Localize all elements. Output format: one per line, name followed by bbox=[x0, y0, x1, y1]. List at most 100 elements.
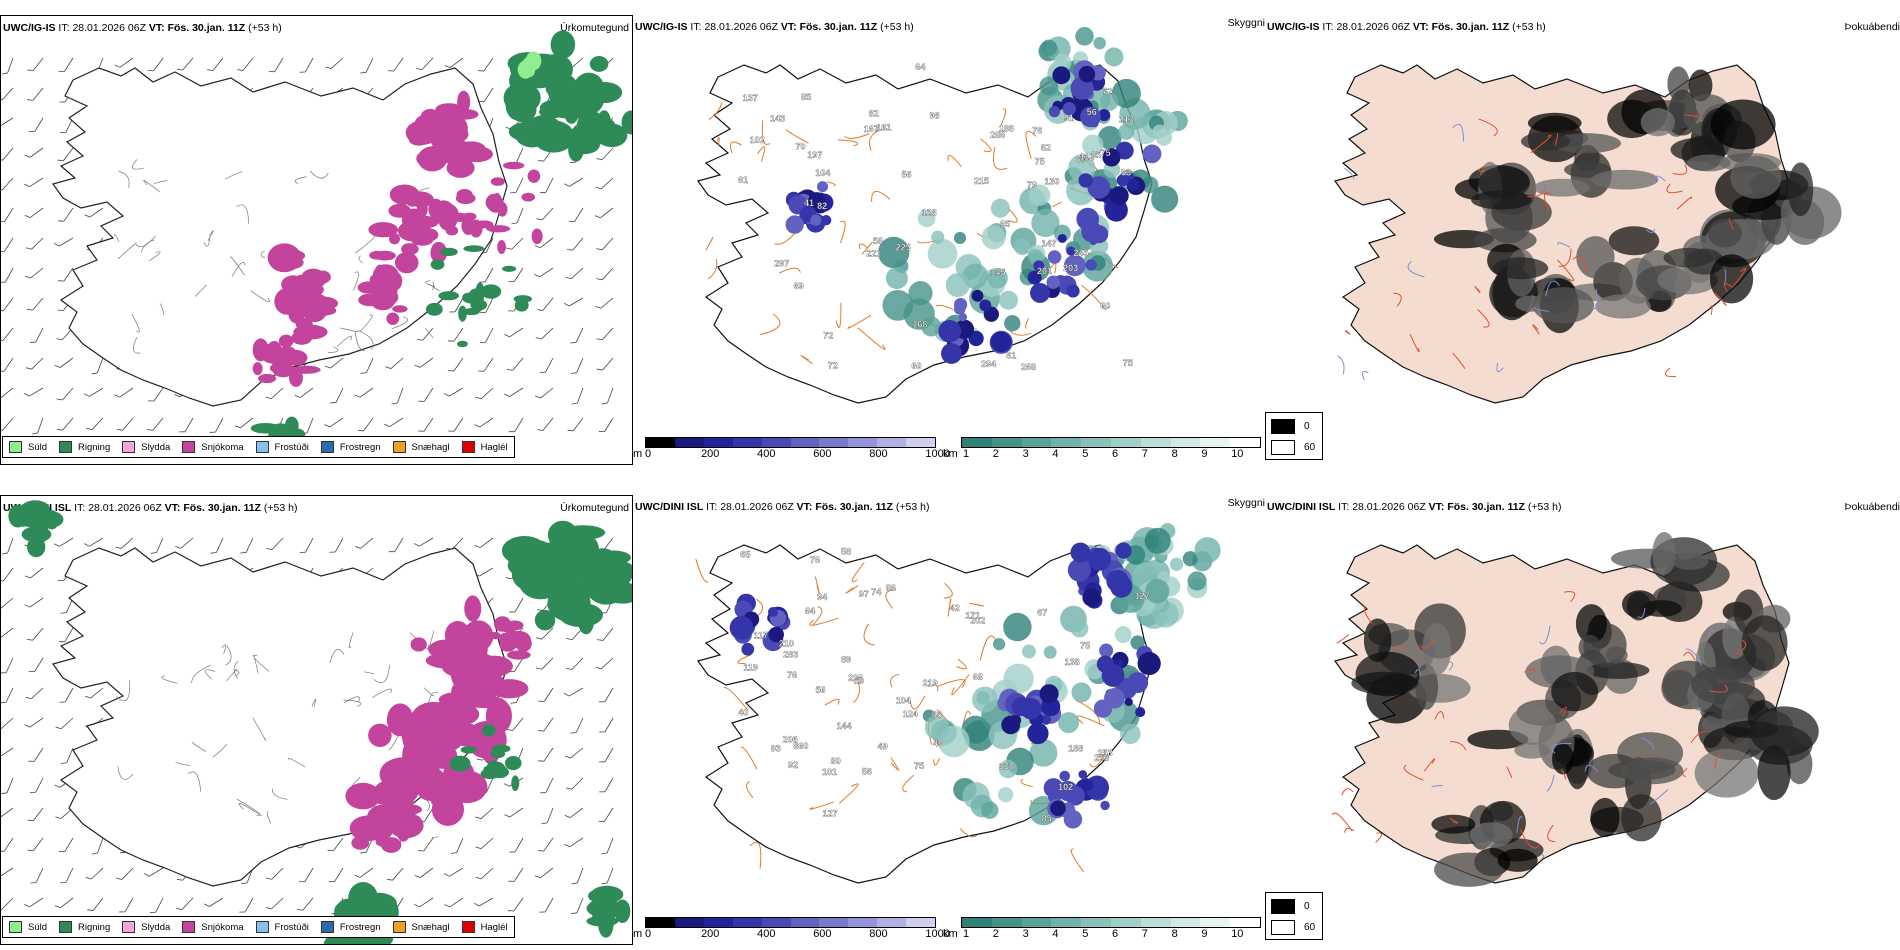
wind-barb bbox=[596, 327, 614, 341]
road-line bbox=[1666, 183, 1683, 194]
colorbar-tick-label: 400 bbox=[757, 448, 776, 460]
wind-barb bbox=[1, 237, 14, 252]
precip-cell bbox=[480, 768, 500, 780]
visibility-value-label: 253 bbox=[1098, 748, 1113, 758]
wind-barb bbox=[596, 267, 614, 281]
road-line bbox=[1728, 217, 1734, 230]
wind-barb bbox=[25, 237, 44, 250]
road-line bbox=[230, 256, 245, 276]
road-line bbox=[847, 314, 872, 329]
wind-barb bbox=[237, 57, 254, 71]
visibility-cell bbox=[924, 715, 950, 740]
wind-barb bbox=[505, 237, 524, 250]
precip-cell bbox=[481, 724, 496, 737]
legend-item: Haglél bbox=[461, 921, 508, 933]
wind-barb bbox=[30, 867, 44, 884]
low-visibility-cell bbox=[1127, 672, 1149, 694]
wind-barb bbox=[571, 897, 584, 915]
wind-barb bbox=[450, 837, 464, 854]
precip-cell bbox=[462, 620, 494, 652]
precip-cell bbox=[497, 239, 506, 255]
wind-barb bbox=[599, 717, 614, 733]
fog-cell bbox=[1691, 665, 1755, 705]
low-visibility-cell bbox=[1087, 176, 1111, 199]
precip-cell bbox=[507, 631, 531, 649]
visibility-cell bbox=[1104, 47, 1124, 67]
panel-title: UWC/DINI ISL IT: 28.01.2026 06Z VT: Fös.… bbox=[1267, 501, 1562, 513]
wind-barb bbox=[179, 417, 194, 433]
visibility-value-label: 75 bbox=[1101, 148, 1111, 158]
road-line bbox=[1683, 651, 1696, 661]
low-visibility-cell bbox=[768, 626, 784, 643]
wind-barb bbox=[329, 537, 344, 553]
precip-cell bbox=[410, 637, 427, 652]
wind-barb bbox=[24, 897, 44, 908]
precip-cell bbox=[456, 340, 468, 348]
precip-cell bbox=[452, 212, 468, 222]
low-visibility-cell bbox=[1115, 542, 1132, 559]
visibility-value-label: 85 bbox=[801, 92, 811, 102]
wind-barb bbox=[1, 117, 14, 127]
precip-cell bbox=[369, 250, 385, 260]
road-line bbox=[937, 679, 966, 689]
visibility-value-label: 56 bbox=[901, 169, 911, 179]
colorbar-segment bbox=[790, 438, 820, 447]
low-visibility-cell bbox=[1106, 569, 1129, 593]
wind-barb bbox=[299, 57, 314, 73]
visibility-value-label: 171 bbox=[965, 610, 980, 620]
wind-barb bbox=[119, 897, 134, 913]
wind-barb bbox=[537, 717, 554, 732]
road-line bbox=[1664, 367, 1677, 378]
visibility-cell bbox=[1003, 612, 1032, 642]
road-line bbox=[1646, 228, 1655, 234]
precip-cell bbox=[464, 595, 482, 622]
road-line bbox=[1539, 625, 1551, 645]
wind-barb bbox=[1, 207, 14, 223]
road-line bbox=[357, 330, 374, 350]
visibility-cell bbox=[931, 230, 945, 244]
precip-cell bbox=[8, 504, 28, 528]
panel-name: Þokuábendi bbox=[1844, 21, 1900, 33]
road-line bbox=[1000, 108, 1007, 126]
road-line bbox=[962, 710, 972, 725]
road-line bbox=[1563, 591, 1576, 603]
low-visibility-cell bbox=[1116, 174, 1129, 187]
wind-barb bbox=[1, 747, 14, 758]
road-line bbox=[118, 171, 130, 188]
road-line bbox=[761, 120, 771, 145]
road-line bbox=[1331, 812, 1353, 832]
fog-cell bbox=[1667, 66, 1690, 101]
wind-barb bbox=[417, 837, 434, 852]
colorbar-segment bbox=[1021, 438, 1052, 447]
visibility-value-label: 76 bbox=[787, 670, 797, 680]
visibility-cell bbox=[1022, 644, 1036, 659]
road-line bbox=[708, 102, 723, 121]
low-visibility-cell bbox=[1099, 643, 1114, 658]
wind-barb bbox=[53, 237, 74, 247]
colorbar-unit: m bbox=[633, 448, 643, 460]
precip-cell bbox=[435, 103, 463, 116]
road-line bbox=[1690, 730, 1708, 743]
precip-cell bbox=[274, 352, 290, 366]
visibility-cell bbox=[1111, 78, 1141, 108]
road-line bbox=[1732, 267, 1747, 287]
road-line bbox=[288, 757, 306, 768]
wind-barb bbox=[84, 687, 104, 699]
low-visibility-cell bbox=[944, 322, 962, 340]
legend-swatch bbox=[392, 441, 406, 453]
fog-cell bbox=[1709, 254, 1754, 304]
fog-cell bbox=[1422, 623, 1452, 675]
visibility-value-label: 67 bbox=[1076, 155, 1086, 165]
colorbar-segment bbox=[703, 438, 733, 447]
wind-barb bbox=[54, 897, 74, 909]
wind-barb bbox=[534, 267, 554, 278]
road-line bbox=[800, 355, 813, 365]
fog-cell bbox=[1787, 162, 1814, 217]
road-line bbox=[1516, 816, 1523, 834]
visibility-cell bbox=[990, 198, 1010, 218]
visibility-value-label: 286 bbox=[990, 130, 1005, 140]
road-line bbox=[1524, 668, 1535, 673]
visibility-value-label: 127 bbox=[1135, 591, 1150, 601]
colorbar-segment bbox=[991, 918, 1022, 927]
low-visibility-cell bbox=[1064, 254, 1086, 277]
